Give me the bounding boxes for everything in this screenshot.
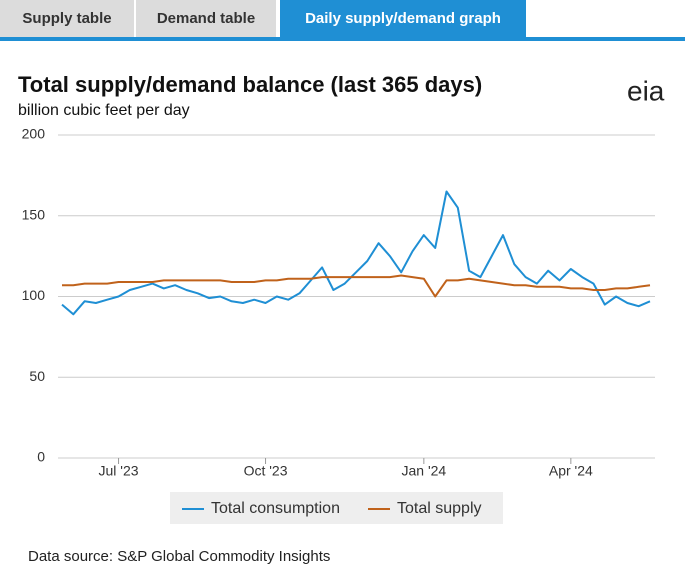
tab-active[interactable]: Daily supply/demand graph [305,10,501,27]
tab-bg[interactable] [0,0,134,37]
series-line [62,274,651,298]
x-tick-label: Jul '23 [99,463,139,479]
x-tick-label: Jan '24 [401,463,446,479]
series-line [61,190,651,316]
logo: eia [627,75,665,106]
tab-bg[interactable] [136,0,276,37]
footer: Data source: S&P Global Commodity Insigh… [28,548,330,565]
chart-title: Total supply/demand balance (last 365 da… [18,72,482,97]
legend-label[interactable]: Total consumption [211,500,340,517]
x-tick-label: Oct '23 [244,463,288,479]
plot: 0 50 100 150 200 Jul '23 Oct '23 Jan '24 Apr '24… [22,126,655,517]
tab[interactable]: Demand table [157,10,255,27]
tab-bg-active[interactable] [280,0,526,37]
x-tick-label: Apr '24 [549,463,593,479]
legend-box [170,492,503,524]
y-tick-label: 100 [22,287,46,303]
tab[interactable]: Supply table [22,10,111,27]
tab-underline [0,37,685,41]
legend-label[interactable]: Total supply [397,500,482,517]
chart-subtitle: billion cubic feet per day [18,102,190,119]
y-tick-label: 0 [37,449,45,465]
y-tick-label: 50 [29,368,45,384]
y-tick-label: 200 [22,126,46,142]
y-tick-label: 150 [22,206,46,222]
